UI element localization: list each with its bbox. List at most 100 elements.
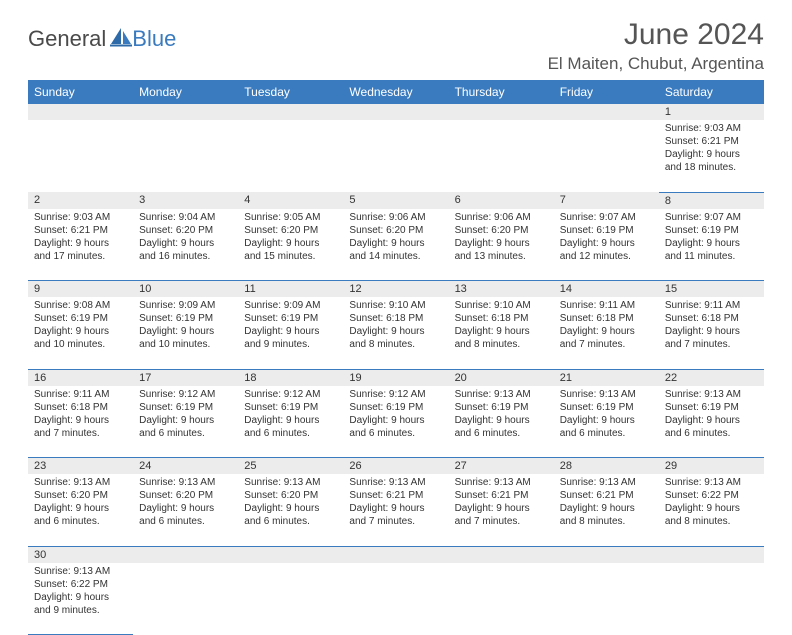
sunrise-line: Sunrise: 9:11 AM	[560, 299, 653, 312]
day-number-cell: 16	[28, 369, 133, 386]
day-details: Sunrise: 9:03 AMSunset: 6:21 PMDaylight:…	[28, 209, 133, 267]
day-number-cell: 12	[343, 281, 448, 298]
daylight-line: Daylight: 9 hours and 7 minutes.	[349, 502, 442, 528]
day-number: 4	[238, 192, 343, 208]
day-details: Sunrise: 9:13 AMSunset: 6:20 PMDaylight:…	[133, 474, 238, 532]
day-number: 28	[554, 458, 659, 474]
day-cell	[554, 563, 659, 635]
sunset-line: Sunset: 6:18 PM	[349, 312, 442, 325]
day-number-cell: 25	[238, 458, 343, 475]
day-number-cell	[449, 104, 554, 120]
day-number-cell: 13	[449, 281, 554, 298]
day-header: Saturday	[659, 80, 764, 104]
day-number: 20	[449, 370, 554, 386]
day-header: Sunday	[28, 80, 133, 104]
daylight-line: Daylight: 9 hours and 7 minutes.	[455, 502, 548, 528]
daylight-line: Daylight: 9 hours and 6 minutes.	[34, 502, 127, 528]
day-number: 23	[28, 458, 133, 474]
daylight-line: Daylight: 9 hours and 6 minutes.	[244, 502, 337, 528]
day-number: 13	[449, 281, 554, 297]
sunrise-line: Sunrise: 9:13 AM	[244, 476, 337, 489]
daylight-line: Daylight: 9 hours and 7 minutes.	[560, 325, 653, 351]
day-number-cell	[343, 546, 448, 563]
sunset-line: Sunset: 6:19 PM	[34, 312, 127, 325]
sunrise-line: Sunrise: 9:09 AM	[244, 299, 337, 312]
day-number: 18	[238, 370, 343, 386]
sunset-line: Sunset: 6:20 PM	[455, 224, 548, 237]
day-cell: Sunrise: 9:04 AMSunset: 6:20 PMDaylight:…	[133, 209, 238, 281]
day-number: 10	[133, 281, 238, 297]
day-cell: Sunrise: 9:12 AMSunset: 6:19 PMDaylight:…	[133, 386, 238, 458]
day-number-cell: 4	[238, 192, 343, 209]
day-header: Friday	[554, 80, 659, 104]
day-details: Sunrise: 9:13 AMSunset: 6:22 PMDaylight:…	[659, 474, 764, 532]
location-text: El Maiten, Chubut, Argentina	[548, 54, 764, 74]
week-row: Sunrise: 9:03 AMSunset: 6:21 PMDaylight:…	[28, 209, 764, 281]
day-header: Thursday	[449, 80, 554, 104]
week-row: Sunrise: 9:11 AMSunset: 6:18 PMDaylight:…	[28, 386, 764, 458]
sunrise-line: Sunrise: 9:13 AM	[34, 476, 127, 489]
day-number-cell: 26	[343, 458, 448, 475]
daylight-line: Daylight: 9 hours and 6 minutes.	[139, 414, 232, 440]
week-row: Sunrise: 9:03 AMSunset: 6:21 PMDaylight:…	[28, 120, 764, 192]
day-cell: Sunrise: 9:13 AMSunset: 6:21 PMDaylight:…	[554, 474, 659, 546]
day-number-cell	[554, 104, 659, 120]
sunrise-line: Sunrise: 9:11 AM	[665, 299, 758, 312]
day-cell: Sunrise: 9:10 AMSunset: 6:18 PMDaylight:…	[449, 297, 554, 369]
day-number: 27	[449, 458, 554, 474]
daylight-line: Daylight: 9 hours and 12 minutes.	[560, 237, 653, 263]
day-number: 5	[343, 192, 448, 208]
daylight-line: Daylight: 9 hours and 10 minutes.	[139, 325, 232, 351]
day-cell: Sunrise: 9:13 AMSunset: 6:19 PMDaylight:…	[659, 386, 764, 458]
sunset-line: Sunset: 6:21 PM	[455, 489, 548, 502]
day-number: 29	[659, 458, 764, 474]
day-header: Tuesday	[238, 80, 343, 104]
day-number: 30	[28, 547, 133, 563]
sunset-line: Sunset: 6:20 PM	[349, 224, 442, 237]
sunset-line: Sunset: 6:19 PM	[665, 224, 758, 237]
day-number-cell: 17	[133, 369, 238, 386]
sunset-line: Sunset: 6:20 PM	[34, 489, 127, 502]
sunset-line: Sunset: 6:22 PM	[34, 578, 127, 591]
day-details: Sunrise: 9:12 AMSunset: 6:19 PMDaylight:…	[343, 386, 448, 444]
day-number-cell	[238, 546, 343, 563]
day-cell: Sunrise: 9:06 AMSunset: 6:20 PMDaylight:…	[343, 209, 448, 281]
day-details: Sunrise: 9:12 AMSunset: 6:19 PMDaylight:…	[238, 386, 343, 444]
day-cell: Sunrise: 9:12 AMSunset: 6:19 PMDaylight:…	[343, 386, 448, 458]
sunrise-line: Sunrise: 9:12 AM	[349, 388, 442, 401]
daylight-line: Daylight: 9 hours and 8 minutes.	[560, 502, 653, 528]
day-details: Sunrise: 9:13 AMSunset: 6:21 PMDaylight:…	[449, 474, 554, 532]
day-number-cell: 3	[133, 192, 238, 209]
sunset-line: Sunset: 6:19 PM	[665, 401, 758, 414]
sunset-line: Sunset: 6:19 PM	[139, 312, 232, 325]
day-number: 17	[133, 370, 238, 386]
day-cell	[554, 120, 659, 192]
day-number: 26	[343, 458, 448, 474]
day-number-cell: 14	[554, 281, 659, 298]
daylight-line: Daylight: 9 hours and 11 minutes.	[665, 237, 758, 263]
day-details: Sunrise: 9:13 AMSunset: 6:20 PMDaylight:…	[238, 474, 343, 532]
day-cell: Sunrise: 9:13 AMSunset: 6:19 PMDaylight:…	[554, 386, 659, 458]
sunset-line: Sunset: 6:19 PM	[560, 401, 653, 414]
sunrise-line: Sunrise: 9:09 AM	[139, 299, 232, 312]
day-number-cell: 6	[449, 192, 554, 209]
day-number-cell: 27	[449, 458, 554, 475]
day-details: Sunrise: 9:06 AMSunset: 6:20 PMDaylight:…	[343, 209, 448, 267]
calendar-table: SundayMondayTuesdayWednesdayThursdayFrid…	[28, 80, 764, 635]
daylight-line: Daylight: 9 hours and 6 minutes.	[455, 414, 548, 440]
logo-sail-icon	[110, 27, 132, 52]
day-details: Sunrise: 9:07 AMSunset: 6:19 PMDaylight:…	[554, 209, 659, 267]
day-number-cell: 7	[554, 192, 659, 209]
sunrise-line: Sunrise: 9:07 AM	[665, 211, 758, 224]
sunrise-line: Sunrise: 9:11 AM	[34, 388, 127, 401]
day-details: Sunrise: 9:09 AMSunset: 6:19 PMDaylight:…	[133, 297, 238, 355]
day-number-cell: 9	[28, 281, 133, 298]
sunrise-line: Sunrise: 9:13 AM	[349, 476, 442, 489]
day-cell	[343, 120, 448, 192]
day-cell: Sunrise: 9:11 AMSunset: 6:18 PMDaylight:…	[28, 386, 133, 458]
day-cell: Sunrise: 9:05 AMSunset: 6:20 PMDaylight:…	[238, 209, 343, 281]
day-details: Sunrise: 9:08 AMSunset: 6:19 PMDaylight:…	[28, 297, 133, 355]
daynum-row: 1	[28, 104, 764, 120]
day-cell: Sunrise: 9:13 AMSunset: 6:21 PMDaylight:…	[449, 474, 554, 546]
day-details: Sunrise: 9:11 AMSunset: 6:18 PMDaylight:…	[659, 297, 764, 355]
